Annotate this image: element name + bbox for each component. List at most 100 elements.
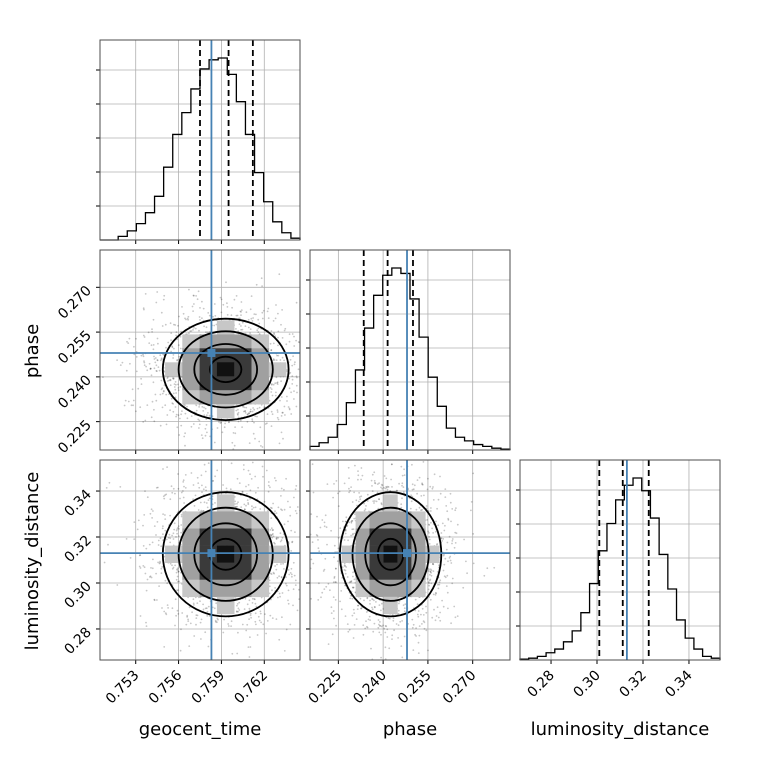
sample-point [143, 364, 146, 367]
sample-point [244, 597, 247, 600]
sample-point [345, 566, 348, 568]
sample-point [297, 368, 300, 371]
sample-point [361, 670, 363, 672]
sample-point [400, 503, 403, 506]
density-cell [383, 562, 398, 580]
sample-point [287, 589, 290, 592]
sample-point [289, 514, 292, 517]
sample-point [190, 425, 193, 428]
sample-point [269, 562, 272, 565]
sample-point [199, 600, 201, 603]
sample-point [387, 617, 390, 620]
sample-point [291, 378, 294, 381]
sample-point [391, 634, 394, 637]
sample-point [451, 542, 453, 545]
sample-point [445, 505, 448, 507]
sample-point [265, 632, 267, 635]
sample-point [261, 285, 263, 287]
sample-point [288, 333, 291, 336]
sample-point [333, 483, 335, 485]
sample-point [129, 557, 132, 559]
sample-point [162, 390, 165, 393]
sample-point [128, 337, 131, 340]
sample-point [242, 468, 245, 471]
sample-point [270, 330, 273, 332]
sample-point [359, 597, 362, 600]
sample-point [199, 319, 201, 321]
sample-point [154, 357, 157, 359]
sample-point [294, 579, 297, 582]
sample-point [179, 347, 182, 350]
sample-point [434, 530, 437, 533]
sample-point [125, 538, 128, 540]
sample-point [365, 505, 367, 507]
density-cell [383, 511, 398, 529]
sample-point [270, 349, 273, 351]
sample-point [335, 480, 338, 482]
sample-point [362, 624, 365, 627]
sample-point [200, 455, 202, 457]
sample-point [132, 404, 135, 407]
sample-point [175, 334, 178, 337]
sample-point [276, 576, 279, 579]
sample-point [306, 590, 308, 592]
sample-point [398, 600, 401, 603]
sample-point [449, 555, 452, 558]
sample-point [272, 342, 275, 345]
sample-point [371, 485, 373, 487]
sample-point [305, 419, 307, 421]
sample-point [235, 328, 237, 330]
sample-point [165, 346, 167, 349]
sample-point [247, 318, 250, 321]
sample-point [236, 604, 238, 607]
sample-point [194, 458, 196, 460]
sample-point [171, 607, 174, 610]
sample-point [187, 318, 190, 321]
density-cell [268, 362, 287, 377]
sample-point [193, 303, 195, 305]
sample-point [248, 412, 250, 415]
truth-marker [207, 348, 216, 357]
sample-point [170, 397, 173, 400]
sample-point [66, 384, 68, 386]
sample-point [422, 620, 425, 622]
panel-content [306, 452, 510, 672]
sample-point [188, 288, 190, 291]
sample-point [193, 604, 195, 606]
sample-point [426, 519, 429, 521]
sample-point [428, 532, 430, 534]
sample-point [401, 452, 403, 454]
sample-point [198, 419, 201, 422]
sample-point [240, 457, 242, 459]
sample-point [281, 592, 284, 594]
sample-point [160, 357, 163, 360]
sample-point [391, 614, 394, 616]
panels-group: 0.753 0.756 0.759 0.762 0.225 0.240 0.255 0.270… [55, 39, 721, 707]
sample-point [445, 548, 448, 551]
sample-point [247, 502, 250, 504]
sample-point [343, 482, 346, 485]
sample-point [247, 484, 250, 486]
sample-point [142, 524, 144, 527]
sample-point [257, 318, 260, 321]
sample-point [148, 362, 151, 365]
sample-point [351, 520, 353, 522]
sample-point [171, 491, 174, 494]
sample-point [291, 540, 294, 543]
sample-point [151, 331, 154, 333]
sample-point [287, 599, 289, 602]
sample-point [371, 473, 374, 476]
sample-point [270, 573, 273, 575]
sample-point [300, 375, 302, 377]
sample-point [290, 391, 292, 394]
sample-point [245, 629, 248, 632]
sample-point [369, 599, 371, 602]
sample-point [176, 528, 179, 530]
sample-point [300, 531, 302, 533]
sample-point [257, 615, 260, 618]
sample-point [283, 359, 285, 362]
sample-point [143, 361, 146, 364]
sample-point [218, 421, 220, 423]
sample-point [371, 608, 374, 611]
sample-point [371, 606, 373, 609]
